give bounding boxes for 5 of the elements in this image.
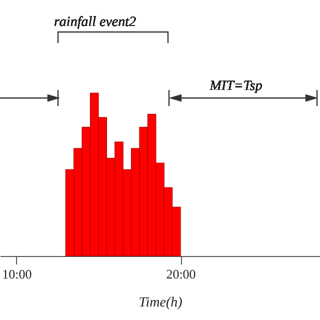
text: rainfall event2 (54, 15, 136, 30)
x-axis-title: Time(h) (138, 296, 183, 310)
x-tick-label: 20:00 (166, 266, 196, 282)
x-tick-label: 10:00 (2, 266, 32, 282)
annotation: MIT=Tsp (208, 79, 262, 94)
